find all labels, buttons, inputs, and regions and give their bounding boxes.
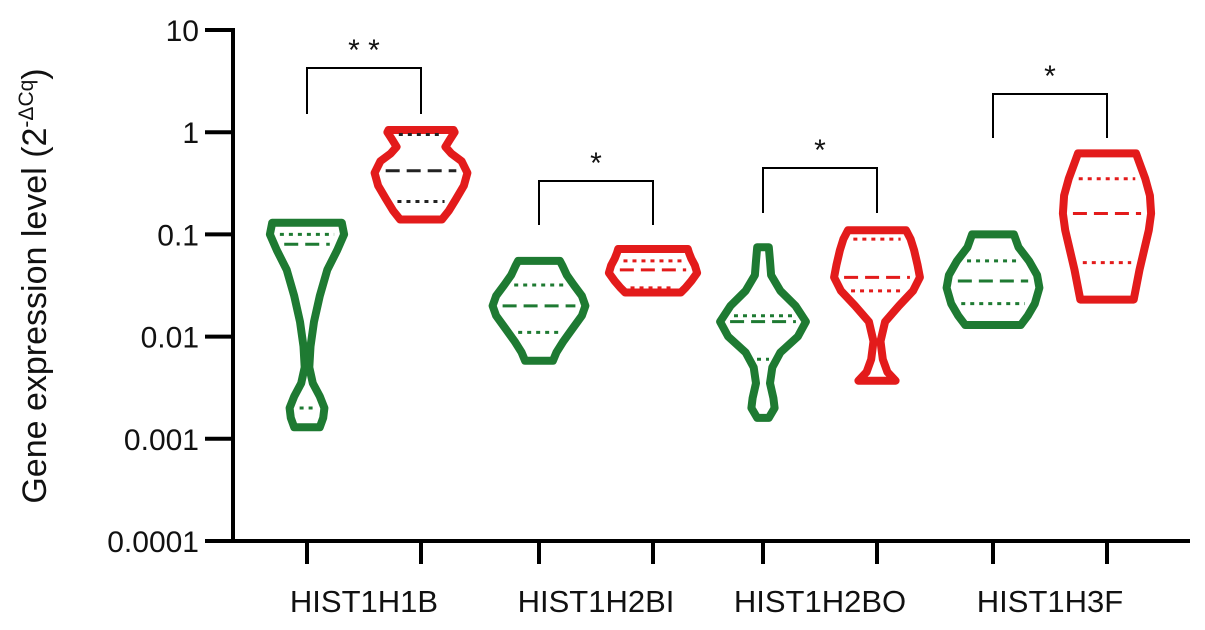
category-label: HIST1H2BO [734, 584, 906, 619]
violin-outline [830, 226, 924, 385]
significance-bracket [306, 67, 422, 114]
y-tick-label: 0.0001 [107, 526, 199, 559]
category-label: HIST1H3F [977, 584, 1123, 619]
category-label: HIST1H1B [290, 584, 438, 619]
y-tick-label: 1 [182, 117, 199, 150]
violin-group1 [488, 256, 590, 365]
significance-label: * [1044, 60, 1056, 93]
violin-group1 [265, 218, 349, 432]
y-tick-label: 10 [166, 15, 199, 48]
significance-bracket [992, 93, 1108, 138]
significance-label: * [590, 147, 602, 180]
violin-group1 [942, 230, 1044, 329]
violin-group2 [370, 126, 472, 224]
violin-outline [488, 256, 590, 365]
significance-label: * [814, 134, 826, 167]
violin-outline [265, 218, 349, 432]
category-label: HIST1H2BI [518, 584, 675, 619]
axes [231, 28, 1190, 543]
y-tick-label: 0.01 [141, 322, 199, 355]
significance-brackets: * * * * * [306, 34, 1108, 225]
violin-group2 [830, 226, 924, 385]
violin-outline [942, 230, 1044, 329]
violin-outline [1058, 149, 1156, 304]
y-axis-title-text: Gene expression level (2 [16, 128, 54, 504]
significance-label: * * [348, 34, 380, 67]
significance-bracket [762, 167, 878, 213]
y-tick-label: 0.001 [124, 424, 199, 457]
violin-outline [716, 243, 810, 422]
violin-group2 [1058, 149, 1156, 304]
y-axis-title-superscript: -ΔCq [15, 80, 38, 128]
violin-outline [604, 245, 702, 297]
y-tick-label: 0.1 [157, 219, 199, 252]
significance-bracket [538, 180, 654, 225]
y-axis-title: Gene expression level (2-ΔCq) [15, 68, 54, 503]
violins [265, 126, 1156, 432]
violin-group1 [716, 243, 810, 422]
y-ticks: 10 1 0.1 0.01 0.001 0.0001 [107, 15, 233, 559]
x-ticks: HIST1H1B HIST1H2BI HIST1H2BO HIST1H3F [290, 541, 1123, 619]
y-axis-title-close: ) [16, 68, 54, 79]
violin-group2 [604, 245, 702, 297]
violin-outline [370, 126, 472, 224]
